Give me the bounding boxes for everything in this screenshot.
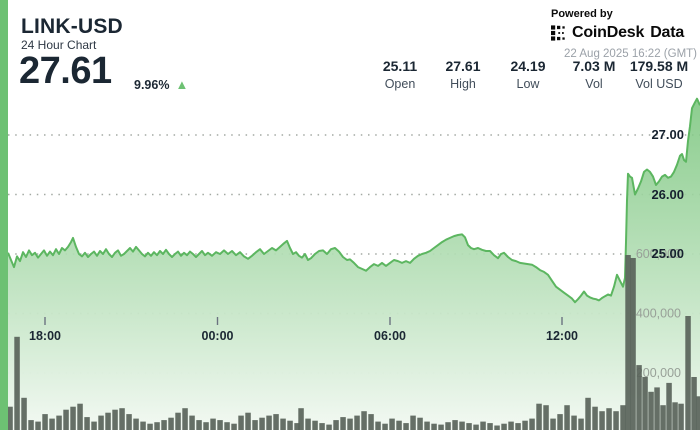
time-label-1200: 12:00 — [546, 329, 578, 343]
stat-vol-usd-label: Vol USD — [635, 77, 683, 91]
volume-label-600k: 600,000 — [636, 247, 681, 261]
accent-strip — [0, 0, 8, 430]
x-axis-tick-marks — [44, 317, 563, 325]
symbol-title: LINK-USD — [21, 15, 123, 38]
time-label-0000: 00:00 — [201, 329, 234, 343]
stat-vol-usd: 179.58 M Vol USD — [614, 58, 700, 91]
quote-timestamp: 22 Aug 2025 16:22 (GMT) — [564, 48, 697, 60]
price-axis-label-26: 26.00 — [651, 186, 684, 202]
price-axis-label-25: 25.00 — [651, 246, 684, 261]
stat-vol-label: Vol — [585, 77, 603, 91]
stat-open-label: Open — [384, 77, 416, 91]
up-arrow-icon: ▲ — [175, 77, 189, 92]
price-line — [7, 97, 700, 304]
coindesk-brand-name: CoinDesk — [572, 24, 645, 41]
price-change: 9.96% ▲ — [134, 77, 188, 92]
powered-by-label: Powered by — [551, 8, 613, 20]
stat-vol-usd-value: 179.58 M — [629, 58, 689, 74]
stat-high: 27.61 High — [418, 58, 508, 91]
stat-low-label: Low — [516, 77, 540, 91]
coindesk-logo-icon — [551, 25, 565, 41]
coindesk-brand-name2: Data — [650, 24, 685, 41]
price-axis-label-27: 27.00 — [651, 127, 684, 142]
stat-high-value: 27.61 — [445, 58, 481, 74]
stat-vol-value: 7.03 M — [572, 58, 616, 74]
volume-bars — [7, 255, 700, 430]
time-label-1800: 18:00 — [29, 329, 61, 343]
stat-open-value: 25.11 — [382, 58, 418, 74]
stat-open: 25.11 Open — [355, 58, 445, 91]
volume-label-200k: 200,000 — [636, 366, 681, 380]
volume-label-400k: 400,000 — [636, 307, 681, 321]
stat-high-label: High — [450, 77, 476, 91]
price-change-percent: 9.96% — [134, 78, 170, 92]
stat-vol: 7.03 M Vol — [549, 58, 639, 91]
stat-low: 24.19 Low — [483, 58, 573, 91]
time-label-0600: 06:00 — [374, 329, 406, 343]
coindesk-brand-link[interactable]: CoinDesk Data — [551, 24, 684, 42]
current-price: 27.61 — [19, 50, 112, 92]
stat-low-value: 24.19 — [510, 58, 546, 74]
volume-axis-labels: 600,000 400,000 200,000 — [636, 247, 681, 380]
chart-subtitle: 24 Hour Chart — [21, 38, 97, 52]
